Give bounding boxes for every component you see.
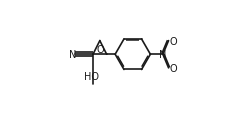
Text: O: O: [96, 45, 104, 54]
Text: O: O: [170, 63, 177, 73]
Text: HO: HO: [84, 72, 99, 82]
Text: N: N: [69, 50, 76, 60]
Text: O: O: [170, 36, 177, 46]
Text: N: N: [159, 50, 167, 60]
